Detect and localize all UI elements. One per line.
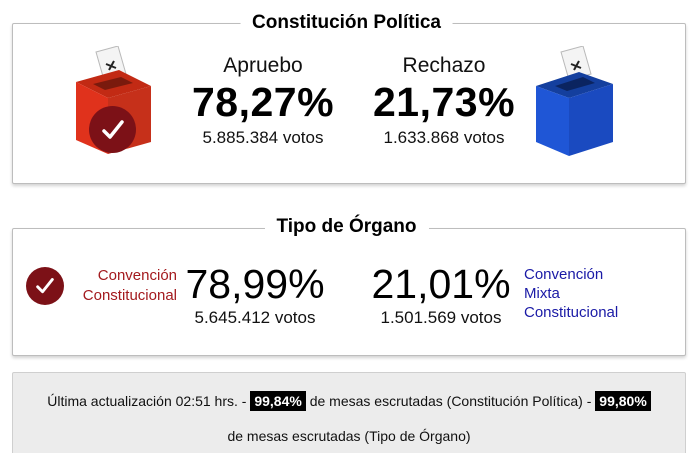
- convencion-constitucional-column: 78,99% 5.645.412 votos: [175, 262, 335, 328]
- winner-check-icon: [89, 106, 136, 153]
- convencion-constitucional-label: Convención Constitucional: [67, 266, 177, 306]
- convencion-mixta-label: Convención Mixta Constitucional: [524, 265, 654, 322]
- footer-line1: Última actualización 02:51 hrs. - 99,84%…: [13, 391, 685, 411]
- organo-panel: Convención Constitucional 78,99% 5.645.4…: [12, 228, 686, 356]
- footer-middle: de mesas escrutadas (Constitución Políti…: [309, 393, 592, 409]
- convencion-constitucional-votes: 5.645.412 votos: [194, 308, 316, 327]
- rechazo-votes: 1.633.868 votos: [383, 128, 505, 147]
- mesas-badge-constitucion: 99,84%: [250, 391, 306, 411]
- ballot-box-blue-icon: [536, 46, 613, 156]
- footer-line2: de mesas escrutadas (Tipo de Órgano): [227, 428, 471, 444]
- constitucion-title: Constitución Política: [240, 12, 453, 34]
- convencion-constitucional-label-line2: Constitucional: [82, 287, 177, 304]
- winner-check-icon: [26, 267, 64, 305]
- convencion-mixta-percent: 21,01%: [371, 261, 511, 307]
- convencion-mixta-label-line1: Convención: [524, 266, 604, 283]
- apruebo-label: Apruebo: [223, 54, 303, 77]
- apruebo-column: Apruebo 78,27% 5.885.384 votos: [173, 54, 353, 148]
- convencion-constitucional-percent: 78,99%: [185, 261, 325, 307]
- convencion-mixta-votes: 1.501.569 votos: [380, 308, 502, 327]
- rechazo-column: Rechazo 21,73% 1.633.868 votos: [359, 54, 529, 148]
- convencion-mixta-column: 21,01% 1.501.569 votos: [361, 262, 521, 328]
- convencion-constitucional-label-line1: Convención: [97, 267, 177, 284]
- apruebo-percent: 78,27%: [191, 79, 335, 125]
- convencion-mixta-label-line2: Mixta: [524, 285, 560, 302]
- mesas-badge-organo: 99,80%: [595, 391, 651, 411]
- checkmark-icon: [101, 119, 124, 139]
- rechazo-percent: 21,73%: [372, 79, 516, 125]
- update-footer: Última actualización 02:51 hrs. - 99,84%…: [12, 372, 686, 453]
- rechazo-label: Rechazo: [402, 54, 486, 77]
- convencion-mixta-label-line3: Constitucional: [524, 304, 619, 321]
- checkmark-icon: [36, 278, 54, 294]
- apruebo-votes: 5.885.384 votos: [202, 128, 324, 147]
- organo-title: Tipo de Órgano: [264, 216, 429, 238]
- footer-prefix: Última actualización 02:51 hrs. -: [47, 393, 247, 409]
- constitucion-panel: Apruebo 78,27% 5.885.384 votos Rechazo 2…: [12, 23, 686, 184]
